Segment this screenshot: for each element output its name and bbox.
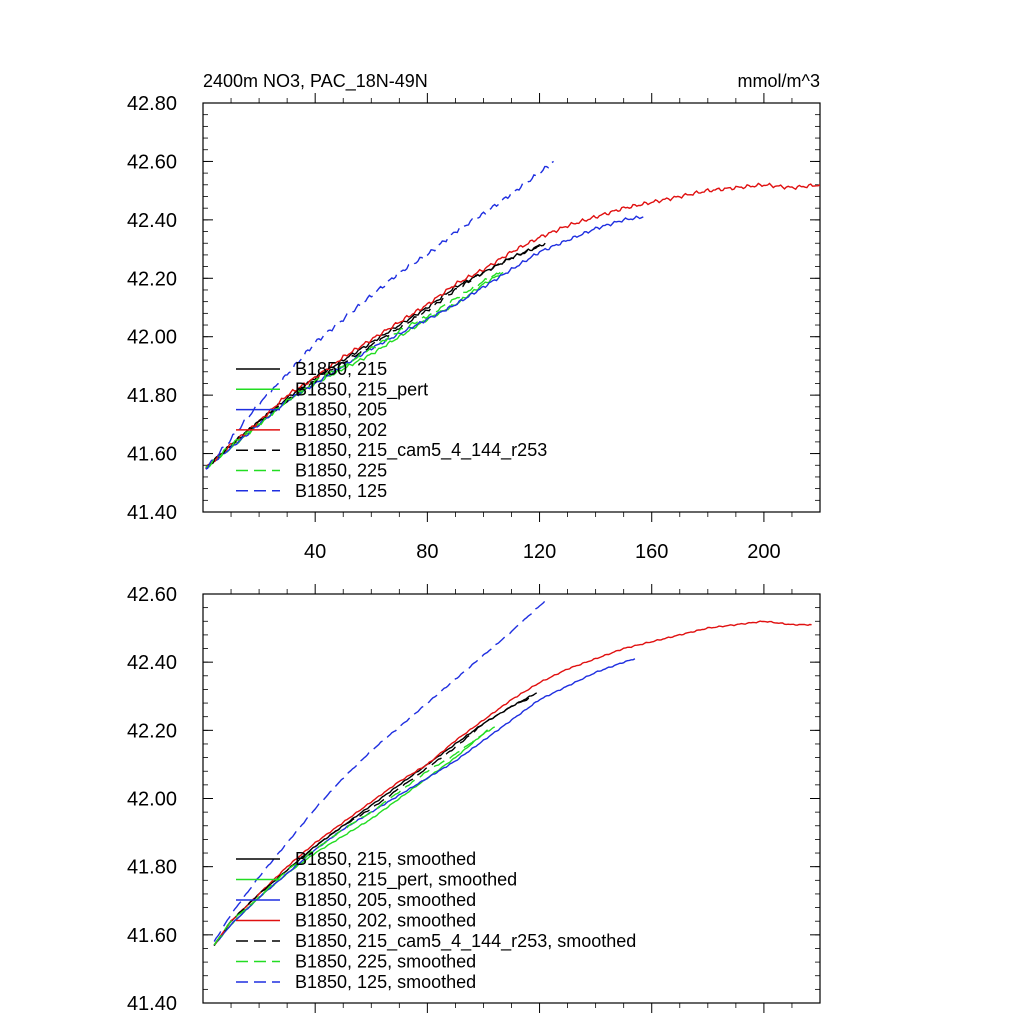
bottom-y-tick-label: 41.40 — [127, 993, 177, 1015]
bottom-legend-label: B1850, 215, smoothed — [295, 849, 476, 869]
top-series-line — [205, 182, 820, 470]
bottom-y-tick-label: 42.60 — [127, 584, 177, 606]
top-x-tick-label: 80 — [416, 541, 438, 563]
top-series-line — [205, 215, 644, 470]
top-legend-label: B1850, 202 — [295, 420, 387, 440]
top-legend-label: B1850, 215 — [295, 359, 387, 379]
top-y-tick-label: 41.40 — [127, 502, 177, 524]
bottom-legend-label: B1850, 202, smoothed — [295, 911, 476, 931]
top-plot-area: 41.40 41.60 41.80 42.00 42.20 42.40 42.60 42.80… — [127, 93, 821, 563]
bottom-legend-label: B1850, 215_pert, smoothed — [295, 870, 517, 891]
top-series-line — [205, 271, 501, 468]
top-y-tick-label: 42.00 — [127, 327, 177, 349]
top-y-tick-label: 41.60 — [127, 444, 177, 466]
top-series-line — [205, 160, 554, 470]
top-x-tick-label: 120 — [523, 541, 556, 563]
bottom-y-tick-label: 42.20 — [127, 720, 177, 742]
top-x-tick-label: 40 — [304, 541, 326, 563]
top-series-line — [205, 245, 540, 468]
figure-title: 2400m NO3, PAC_18N-49N — [203, 71, 428, 92]
top-legend-label: B1850, 225 — [295, 461, 387, 481]
bottom-y-tick-label: 42.00 — [127, 789, 177, 811]
top-y-tick-label: 42.80 — [127, 93, 177, 115]
bottom-legend-label: B1850, 225, smoothed — [295, 952, 476, 972]
top-legend-label: B1850, 215_pert — [295, 379, 428, 400]
top-y-tick-label: 41.80 — [127, 385, 177, 407]
bottom-legend-label: B1850, 205, smoothed — [295, 890, 476, 910]
top-legend-label: B1850, 215_cam5_4_144_r253 — [295, 440, 547, 461]
bottom-series-line — [213, 658, 636, 946]
top-x-tick-label: 160 — [635, 541, 668, 563]
bottom-series-line — [213, 695, 535, 947]
top-legend-label: B1850, 125 — [295, 481, 387, 501]
top-x-tick-label: 200 — [747, 541, 780, 563]
top-y-tick-label: 42.60 — [127, 151, 177, 173]
bottom-legend-label: B1850, 125, smoothed — [295, 972, 476, 992]
bottom-y-tick-label: 41.60 — [127, 925, 177, 947]
figure-units: mmol/m^3 — [738, 71, 820, 91]
top-panel: 41.40 41.60 41.80 42.00 42.20 42.40 42.60 42.80… — [127, 93, 821, 563]
top-y-tick-label: 42.40 — [127, 210, 177, 232]
bottom-y-tick-label: 42.40 — [127, 652, 177, 674]
top-legend-label: B1850, 205 — [295, 400, 387, 420]
bottom-plot-area: 41.40 41.60 41.80 42.00 42.20 42.40 42.60 B1850… — [127, 584, 821, 1015]
bottom-series-line — [213, 726, 493, 946]
top-y-tick-label: 42.20 — [127, 268, 177, 290]
bottom-legend-label: B1850, 215_cam5_4_144_r253, smoothed — [295, 931, 636, 952]
bottom-series-line — [213, 600, 546, 942]
bottom-y-tick-label: 41.80 — [127, 857, 177, 879]
bottom-series-line — [213, 620, 812, 946]
bottom-panel: 41.40 41.60 41.80 42.00 42.20 42.40 42.60 B1850… — [127, 584, 821, 1015]
